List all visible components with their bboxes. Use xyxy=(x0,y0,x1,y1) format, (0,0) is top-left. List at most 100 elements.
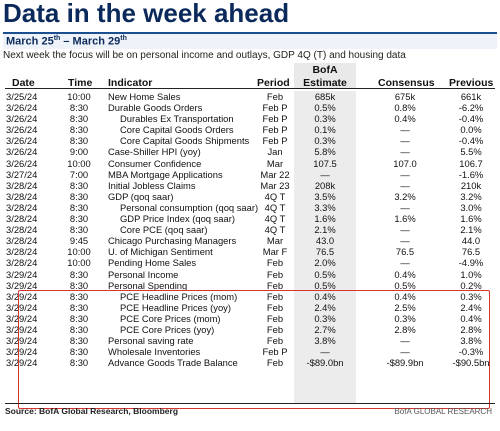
header-consensus: Consensus xyxy=(378,77,435,89)
header-indicator: Indicator xyxy=(108,77,153,89)
cell-indicator: PCE Headline Prices (mom) xyxy=(120,290,238,302)
cell-consensus: 3.2% xyxy=(394,190,416,202)
cell-indicator: PCE Headline Prices (yoy) xyxy=(120,301,231,313)
table-row: 3/29/24 8:30 PCE Headline Prices (yoy) Feb 2… xyxy=(0,302,500,313)
range-end-suffix: th xyxy=(120,35,127,42)
cell-consensus: — xyxy=(400,168,410,180)
cell-period: Feb P xyxy=(262,124,288,136)
cell-previous: 2.4% xyxy=(460,301,482,313)
cell-period: Feb P xyxy=(262,135,288,147)
cell-consensus: 0.4% xyxy=(394,290,416,302)
header-bofa: BofA xyxy=(312,64,338,76)
cell-date: 3/26/24 xyxy=(6,146,38,158)
table-row: 3/28/24 9:45 Chicago Purchasing Managers Ma… xyxy=(0,235,500,246)
estimate-column-shading xyxy=(294,91,356,403)
cell-estimate: 0.3% xyxy=(314,135,336,147)
cell-date: 3/29/24 xyxy=(6,268,38,280)
cell-time: 8:30 xyxy=(69,224,89,236)
cell-consensus: -$89.9bn xyxy=(386,357,424,369)
cell-period: 4Q T xyxy=(264,224,286,236)
cell-previous: 0.4% xyxy=(460,312,482,324)
cell-estimate: 0.5% xyxy=(314,268,336,280)
cell-indicator: PCE Core Prices (yoy) xyxy=(120,323,215,335)
cell-time: 8:30 xyxy=(69,190,89,202)
cell-previous: 1.0% xyxy=(460,268,482,280)
cell-estimate: 0.3% xyxy=(314,312,336,324)
cell-consensus: 675k xyxy=(394,91,416,102)
cell-previous: 661k xyxy=(460,91,482,102)
table-row: 3/29/24 8:30 Personal Spending Feb 0.5% 0.5% 0… xyxy=(0,280,500,291)
cell-consensus: — xyxy=(400,124,410,136)
cell-estimate: 0.1% xyxy=(314,124,336,136)
table-row: 3/29/24 8:30 PCE Core Prices (yoy) Feb 2.7% 2… xyxy=(0,324,500,335)
cell-previous: -0.3% xyxy=(458,346,484,358)
cell-estimate: 0.5% xyxy=(314,102,336,114)
cell-time: 10:00 xyxy=(67,246,91,258)
cell-estimate: 0.5% xyxy=(314,279,336,291)
table-row: 3/28/24 8:30 Core PCE (qoq saar) 4Q T 2.1% — 2… xyxy=(0,224,500,235)
cell-estimate: 1.6% xyxy=(314,213,336,225)
cell-previous: -0.4% xyxy=(458,113,484,125)
cell-previous: 0.0% xyxy=(460,124,482,136)
cell-previous: 3.8% xyxy=(460,335,482,347)
cell-consensus: — xyxy=(400,146,410,158)
cell-time: 8:30 xyxy=(69,124,89,136)
cell-consensus: 2.5% xyxy=(394,301,416,313)
cell-time: 8:30 xyxy=(69,102,89,114)
cell-period: Feb xyxy=(266,91,284,102)
cell-date: 3/26/24 xyxy=(6,113,38,125)
cell-estimate: 2.7% xyxy=(314,323,336,335)
cell-estimate: 3.8% xyxy=(314,335,336,347)
cell-date: 3/28/24 xyxy=(6,246,38,258)
table-row: 3/29/24 8:30 PCE Headline Prices (mom) Feb 0… xyxy=(0,291,500,302)
cell-date: 3/29/24 xyxy=(6,357,38,369)
cell-period: Feb P xyxy=(262,346,288,358)
cell-indicator: Wholesale Inventories xyxy=(108,346,201,358)
cell-period: Mar 22 xyxy=(260,168,290,180)
cell-consensus: — xyxy=(400,224,410,236)
cell-time: 8:30 xyxy=(69,346,89,358)
cell-period: Feb xyxy=(266,268,284,280)
cell-date: 3/28/24 xyxy=(6,190,38,202)
cell-indicator: Chicago Purchasing Managers xyxy=(108,235,237,247)
cell-consensus: 1.6% xyxy=(394,213,416,225)
cell-period: Jan xyxy=(267,146,283,158)
cell-consensus: 0.3% xyxy=(394,312,416,324)
cell-consensus: — xyxy=(400,257,410,269)
cell-period: Feb xyxy=(266,279,284,291)
header-previous: Previous xyxy=(449,77,494,89)
cell-previous: 2.1% xyxy=(460,224,482,236)
cell-date: 3/29/24 xyxy=(6,290,38,302)
cell-time: 9:00 xyxy=(69,146,89,158)
table-row: 3/25/24 10:00 New Home Sales Feb 685k 675k 661… xyxy=(0,91,500,102)
cell-estimate: 3.3% xyxy=(314,201,336,213)
table-row: 3/28/24 8:30 GDP (qoq saar) 4Q T 3.5% 3.2% 3.2… xyxy=(0,191,500,202)
cell-previous: 106.7 xyxy=(459,157,483,169)
cell-consensus: — xyxy=(400,346,410,358)
cell-indicator: Core Capital Goods Shipments xyxy=(120,135,250,147)
cell-time: 8:30 xyxy=(69,357,89,369)
cell-time: 8:30 xyxy=(69,213,89,225)
cell-estimate: 0.3% xyxy=(314,113,336,125)
cell-time: 8:30 xyxy=(69,113,89,125)
date-range: March 25th – March 29th xyxy=(6,35,127,48)
cell-consensus: — xyxy=(400,235,410,247)
cell-previous: 5.5% xyxy=(460,146,482,158)
cell-estimate: 2.1% xyxy=(314,224,336,236)
cell-previous: 0.2% xyxy=(460,279,482,291)
cell-consensus: — xyxy=(400,179,410,191)
cell-previous: -$90.5bn xyxy=(452,357,490,369)
table-row: 3/28/24 10:00 Pending Home Sales Feb 2.0% — -4… xyxy=(0,257,500,268)
cell-date: 3/28/24 xyxy=(6,235,38,247)
cell-estimate: 208k xyxy=(314,179,336,191)
cell-consensus: 0.8% xyxy=(394,102,416,114)
cell-time: 9:45 xyxy=(69,235,89,247)
table-row: 3/27/24 7:00 MBA Mortgage Applications Mar … xyxy=(0,169,500,180)
cell-time: 10:00 xyxy=(67,157,91,169)
page-title: Data in the week ahead xyxy=(3,0,290,28)
cell-indicator: PCE Core Prices (mom) xyxy=(120,312,221,324)
header-period: Period xyxy=(257,77,290,89)
cell-time: 8:30 xyxy=(69,290,89,302)
cell-period: 4Q T xyxy=(264,201,286,213)
range-separator: – xyxy=(60,35,73,48)
